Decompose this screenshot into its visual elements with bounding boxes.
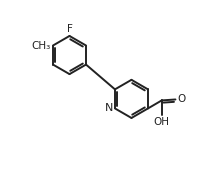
Text: N: N: [105, 103, 113, 113]
Text: O: O: [177, 94, 186, 104]
Text: OH: OH: [154, 117, 170, 127]
Text: CH₃: CH₃: [31, 40, 51, 51]
Text: F: F: [67, 24, 72, 34]
